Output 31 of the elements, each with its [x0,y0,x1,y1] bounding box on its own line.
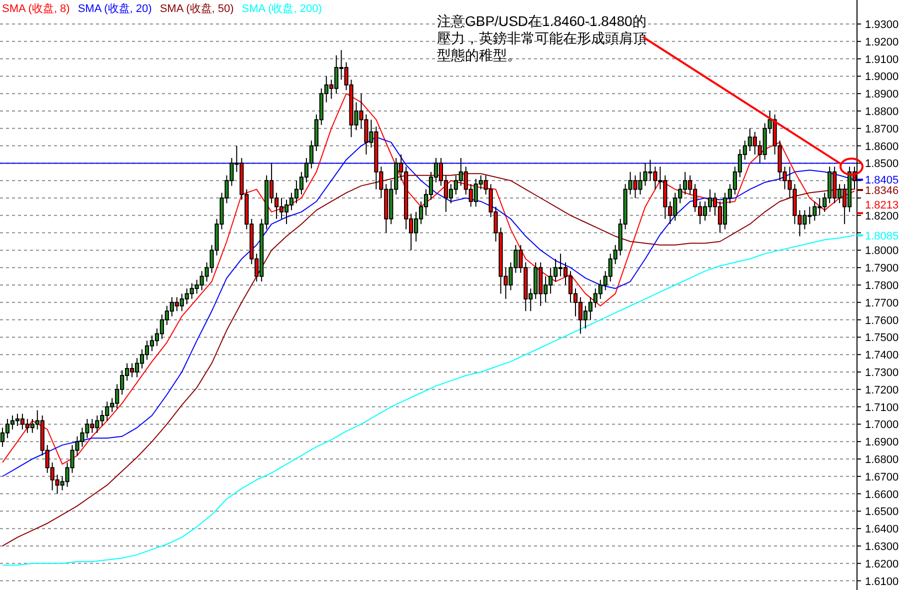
y-tick-label: 1.6400 [865,524,899,536]
annotation: 注意GBP/USD在1.8460-1.8480的壓力，英鎊非常可能在形成頭肩頂型態的稚型。 [437,13,647,63]
y-tick-label: 1.7700 [865,297,899,310]
y-tick-label: 1.7800 [865,280,899,292]
y-tick-label: 1.8000 [865,245,899,258]
y-tick-label: 1.9000 [865,71,899,84]
y-tick-label: 1.7600 [865,314,899,327]
y-tick-label: 1.6800 [865,454,899,466]
y-tick-label: 1.9100 [865,54,899,66]
legend: SMA (收盘, 8) SMA (收盘, 20) SMA (收盘, 50) SMA (收盘, 200) [2,3,322,15]
y-tick-label: 1.7500 [865,332,899,344]
y-tick-label: 1.6100 [865,576,899,588]
y-tick-label: 1.7200 [865,384,899,396]
y-tick-label: 1.6200 [865,558,899,570]
y-tick-label: 1.7100 [865,402,899,414]
y-tick-label: 1.8800 [865,106,899,118]
y-tick-label: 1.8500 [865,158,899,170]
y-tick-label: 1.7300 [865,366,899,379]
y-tick-label: 1.9200 [865,36,899,48]
y-tick-label: 1.6600 [865,488,899,501]
y-tick-label: 1.6300 [865,540,899,553]
y-tick-label: 1.7000 [865,419,899,432]
y-tick-label: 1.8900 [865,88,899,101]
y-tick-label: 1.9300 [865,19,899,32]
y-tick-label: 1.6500 [865,506,899,518]
y-tick-label: 1.7400 [865,350,899,362]
y-tick-label: 1.6700 [865,471,899,484]
y-tick-label: 1.6900 [865,436,899,449]
y-tick-label: 1.8700 [865,123,899,136]
y-tick-label: 1.8600 [865,140,899,153]
y-tick-label: 1.7900 [865,262,899,275]
